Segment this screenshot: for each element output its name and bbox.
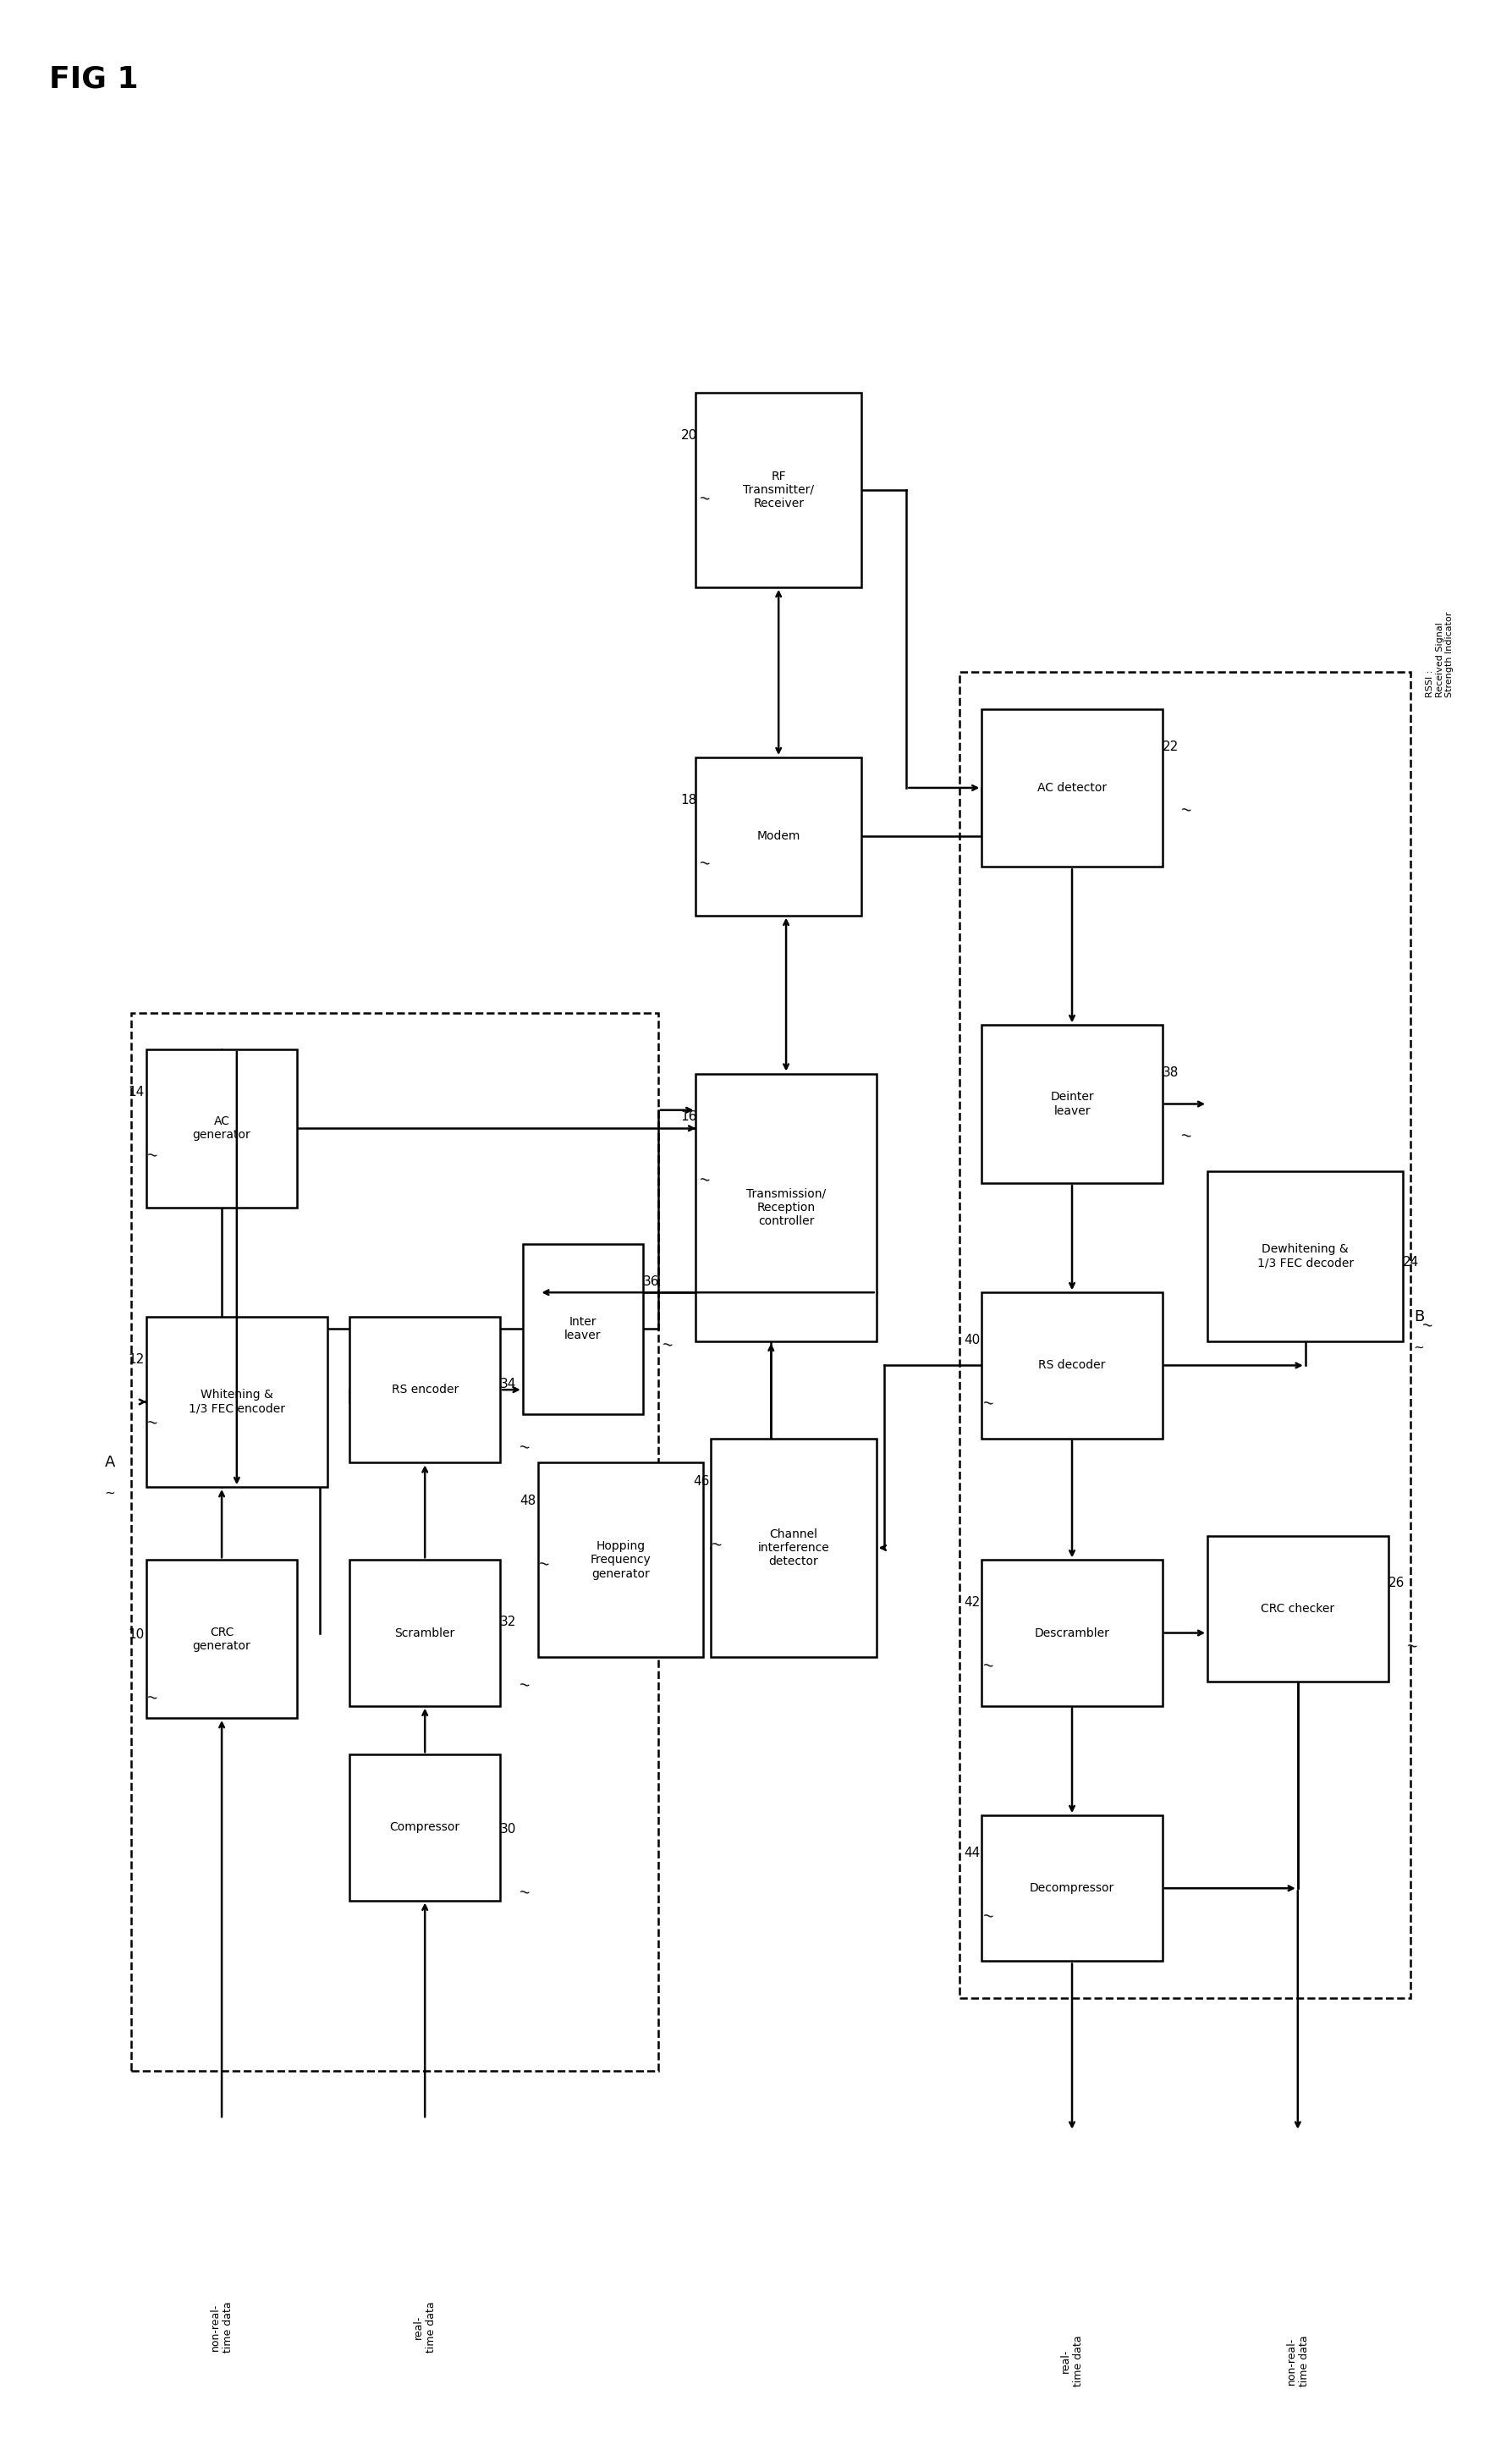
- Text: 24: 24: [1403, 1256, 1420, 1268]
- Text: Hopping
Frequency
generator: Hopping Frequency generator: [590, 1541, 650, 1580]
- Text: Inter
leaver: Inter leaver: [564, 1317, 602, 1341]
- Text: 36: 36: [643, 1276, 659, 1288]
- Text: RS encoder: RS encoder: [392, 1383, 458, 1395]
- Bar: [981, 1815, 1163, 1961]
- Text: CRC
generator: CRC generator: [192, 1627, 251, 1651]
- Text: 48: 48: [520, 1495, 537, 1507]
- Text: 42: 42: [963, 1598, 980, 1610]
- Bar: [959, 673, 1411, 1998]
- Bar: [711, 1439, 877, 1656]
- Bar: [981, 710, 1163, 866]
- Text: Deinter
leaver: Deinter leaver: [1051, 1090, 1093, 1117]
- Text: real-
time data: real- time data: [1060, 2337, 1084, 2388]
- Text: ∼: ∼: [697, 490, 712, 507]
- Text: Channel
interference
detector: Channel interference detector: [758, 1529, 830, 1568]
- Bar: [147, 1317, 327, 1488]
- Text: 14: 14: [129, 1085, 145, 1098]
- Text: ∼: ∼: [517, 1439, 531, 1456]
- Text: ∼: ∼: [537, 1556, 550, 1573]
- Text: Transmission/
Reception
controller: Transmission/ Reception controller: [747, 1188, 826, 1227]
- Text: ∼: ∼: [145, 1688, 159, 1705]
- Text: ∼: ∼: [1179, 1127, 1193, 1144]
- Text: ∼: ∼: [980, 1395, 995, 1412]
- Text: Modem: Modem: [758, 832, 800, 841]
- Text: ∼: ∼: [145, 1146, 159, 1163]
- Text: FIG 1: FIG 1: [48, 63, 138, 93]
- Bar: [696, 393, 862, 588]
- Bar: [696, 1073, 877, 1341]
- Text: Scrambler: Scrambler: [395, 1627, 455, 1639]
- Text: ∼: ∼: [697, 1171, 712, 1188]
- Text: real-
time data: real- time data: [413, 2302, 437, 2354]
- Bar: [147, 1049, 296, 1207]
- Text: A: A: [104, 1456, 115, 1471]
- Text: B: B: [1414, 1310, 1424, 1324]
- Bar: [981, 1293, 1163, 1439]
- Text: 44: 44: [963, 1846, 980, 1859]
- Text: RF
Transmitter/
Receiver: RF Transmitter/ Receiver: [742, 471, 813, 510]
- Bar: [1208, 1537, 1388, 1680]
- Text: ∼: ∼: [697, 854, 712, 871]
- Bar: [349, 1317, 500, 1463]
- Text: ∼: ∼: [517, 1676, 531, 1693]
- Text: ∼: ∼: [980, 1656, 995, 1673]
- Text: ∼: ∼: [1414, 1341, 1424, 1354]
- Bar: [981, 1561, 1163, 1705]
- Text: Whitening &
1/3 FEC encoder: Whitening & 1/3 FEC encoder: [189, 1390, 286, 1415]
- Text: ∼: ∼: [145, 1415, 159, 1432]
- Text: 40: 40: [963, 1334, 980, 1346]
- Text: ∼: ∼: [1405, 1639, 1418, 1654]
- Text: ∼: ∼: [659, 1337, 674, 1354]
- Bar: [349, 1754, 500, 1900]
- Bar: [147, 1561, 296, 1717]
- Text: 20: 20: [680, 429, 697, 441]
- Text: 16: 16: [680, 1110, 697, 1122]
- Text: Decompressor: Decompressor: [1030, 1883, 1114, 1895]
- Text: RSSI :
Received Signal
Strength Indicator: RSSI : Received Signal Strength Indicato…: [1426, 612, 1455, 698]
- Text: AC detector: AC detector: [1037, 783, 1107, 793]
- Text: Dewhitening &
1/3 FEC decoder: Dewhitening & 1/3 FEC decoder: [1256, 1244, 1353, 1268]
- Text: ∼: ∼: [517, 1883, 531, 1900]
- Text: AC
generator: AC generator: [192, 1115, 251, 1141]
- Text: ∼: ∼: [709, 1537, 724, 1554]
- Text: 34: 34: [500, 1378, 517, 1390]
- Bar: [1208, 1171, 1403, 1341]
- Text: 46: 46: [692, 1476, 709, 1488]
- Bar: [538, 1463, 703, 1656]
- Text: CRC checker: CRC checker: [1261, 1602, 1335, 1615]
- Text: Descrambler: Descrambler: [1034, 1627, 1110, 1639]
- Text: non-real-
time data: non-real- time data: [1285, 2337, 1309, 2388]
- Bar: [132, 1012, 658, 2071]
- Text: ∼: ∼: [104, 1488, 115, 1500]
- Bar: [349, 1561, 500, 1705]
- Text: 18: 18: [680, 795, 697, 807]
- Text: 26: 26: [1388, 1578, 1405, 1590]
- Text: 38: 38: [1163, 1066, 1179, 1078]
- Bar: [981, 1024, 1163, 1183]
- Text: ∼: ∼: [1420, 1317, 1433, 1334]
- Text: 32: 32: [500, 1617, 517, 1629]
- Text: 10: 10: [129, 1629, 145, 1641]
- Text: RS decoder: RS decoder: [1039, 1359, 1105, 1371]
- Text: ∼: ∼: [1179, 800, 1193, 817]
- Text: 22: 22: [1163, 741, 1179, 754]
- Bar: [523, 1244, 643, 1415]
- Text: 12: 12: [129, 1354, 145, 1366]
- Text: non-real-
time data: non-real- time data: [210, 2302, 233, 2354]
- Text: ∼: ∼: [980, 1907, 995, 1924]
- Bar: [696, 759, 862, 915]
- Text: Compressor: Compressor: [390, 1822, 460, 1834]
- Text: 30: 30: [500, 1822, 517, 1834]
